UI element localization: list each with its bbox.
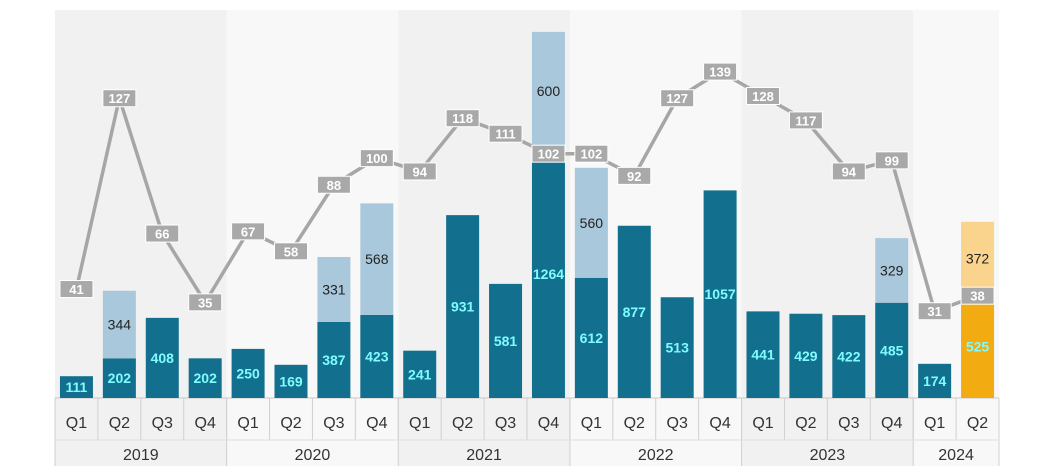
bar-value-label: 525 [966,338,990,354]
stack-value-label: 344 [108,317,132,333]
stack-value-label: 329 [880,262,904,278]
x-tick-label: Q1 [66,415,87,432]
line-value-label: 100 [366,151,388,166]
year-label: 2024 [938,447,974,464]
bar-value-label: 408 [151,350,175,366]
x-tick-label: Q4 [538,415,559,432]
x-tick-label: Q2 [280,415,301,432]
x-tick-label: Q1 [752,415,773,432]
line-value-label: 127 [666,91,688,106]
line-value-label: 88 [327,178,341,193]
year-label: 2020 [295,447,331,464]
x-tick-label: Q1 [409,415,430,432]
x-tick-label: Q2 [967,415,988,432]
year-label: 2019 [123,447,159,464]
year-label: 2021 [466,447,502,464]
x-tick-label: Q1 [237,415,258,432]
line-value-label: 117 [795,113,816,128]
x-tick-label: Q3 [323,415,344,432]
line-value-label: 66 [155,227,169,242]
line-value-label: 118 [452,111,473,126]
line-value-label: 58 [284,244,298,259]
line-value-label: 111 [495,127,515,142]
x-tick-label: Q4 [366,415,387,432]
line-value-label: 128 [752,89,774,104]
bar-value-label: 877 [623,304,647,320]
line-value-label: 31 [927,304,941,319]
bar-value-label: 250 [236,365,260,381]
x-tick-label: Q2 [109,415,130,432]
x-tick-label: Q1 [581,415,602,432]
stack-value-label: 372 [966,250,990,266]
line-value-label: 35 [198,295,212,310]
line-value-label: 94 [842,164,857,179]
bar-value-label: 422 [837,349,861,365]
bar-value-label: 169 [279,373,303,389]
x-tick-label: Q3 [838,415,859,432]
x-tick-label: Q2 [452,415,473,432]
bar-value-label: 423 [365,348,389,364]
year-label: 2022 [638,447,674,464]
x-tick-label: Q2 [795,415,816,432]
x-tick-label: Q3 [667,415,688,432]
bar-value-label: 387 [322,352,346,368]
x-tick-label: Q2 [624,415,645,432]
bar-value-label: 202 [194,370,218,386]
bar-value-label: 513 [666,340,690,356]
x-tick-label: Q3 [495,415,516,432]
stack-value-label: 600 [537,83,561,99]
chart-svg: 111 344 202 408 202 250 169 331 387 568 423 241 931 5… [0,0,1049,472]
line-value-label: 67 [241,224,255,239]
line-value-label: 94 [412,164,427,179]
bar-value-label: 1057 [705,286,736,302]
line-value-label: 139 [709,65,731,80]
year-label: 2023 [810,447,846,464]
bar-value-label: 111 [66,379,88,395]
x-tick-label: Q3 [152,415,173,432]
x-tick-label: Q4 [709,415,730,432]
stack-value-label: 331 [322,281,346,297]
bar-value-label: 241 [408,366,432,382]
x-tick-label: Q4 [195,415,216,432]
line-value-label: 38 [970,289,984,304]
stack-value-label: 568 [365,251,389,267]
line-value-label: 102 [538,147,560,162]
bar-value-label: 612 [580,330,604,346]
line-value-label: 99 [884,153,898,168]
x-tick-label: Q4 [881,415,902,432]
bar-value-label: 202 [108,370,132,386]
bar-value-label: 441 [751,347,775,363]
line-value-label: 127 [109,91,131,106]
stack-value-label: 560 [580,215,604,231]
bar-value-label: 931 [451,299,475,315]
bar-value-label: 429 [794,348,818,364]
combo-chart: 111 344 202 408 202 250 169 331 387 568 423 241 931 5… [0,0,1049,472]
bar-value-label: 1264 [533,266,564,282]
x-tick-label: Q1 [924,415,945,432]
bar-value-label: 174 [923,373,947,389]
line-value-label: 102 [581,147,603,162]
bar-value-label: 485 [880,342,904,358]
bar-value-label: 581 [494,333,518,349]
line-value-label: 41 [69,282,83,297]
line-value-label: 92 [627,169,641,184]
